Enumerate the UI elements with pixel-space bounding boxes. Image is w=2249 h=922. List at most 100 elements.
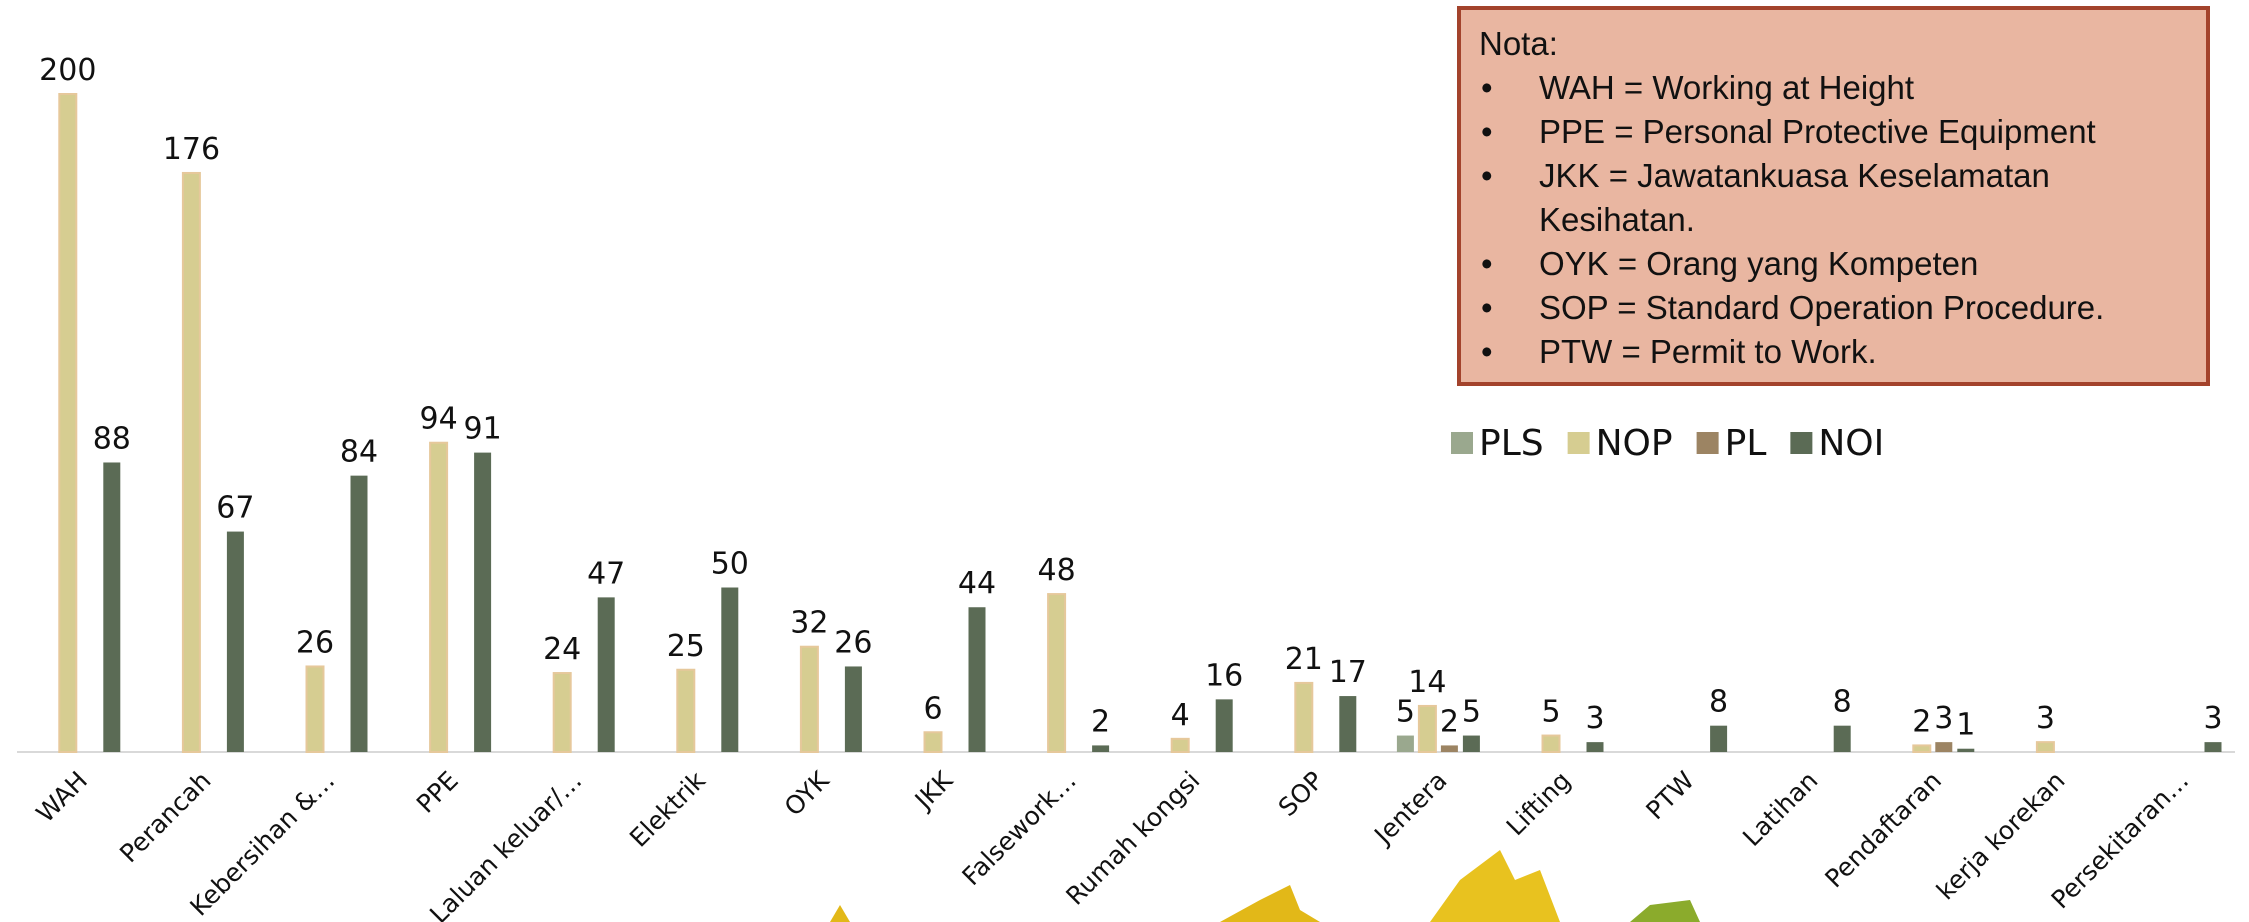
- value-label: 21: [1285, 642, 1323, 677]
- value-label: 16: [1205, 658, 1243, 693]
- value-label: 8: [1833, 685, 1852, 720]
- value-label: 6: [923, 691, 942, 726]
- legend-label: PLS: [1479, 423, 1544, 464]
- x-tick-label: JKK: [908, 765, 959, 816]
- note-item: SOP = Standard Operation Procedure.: [1479, 286, 2189, 330]
- note-item: WAH = Working at Height: [1479, 66, 2189, 110]
- legend-swatch: [1696, 432, 1719, 454]
- x-tick-label: kerja korekan: [1931, 766, 2071, 906]
- x-tick-label: OYK: [779, 765, 835, 821]
- x-tick-label: Pendaftaran: [1819, 766, 1947, 894]
- value-label: 26: [296, 625, 334, 660]
- bar: [1912, 744, 1932, 753]
- leaf: [1430, 850, 1560, 922]
- bar: [103, 462, 121, 752]
- x-tick-label: Elektrik: [624, 765, 711, 852]
- leaf: [1220, 885, 1320, 922]
- bar: [676, 668, 696, 753]
- note-item: OYK = Orang yang Kompeten: [1479, 242, 2189, 286]
- x-tick-label: Falsework…: [956, 766, 1081, 891]
- value-label: 8: [1709, 685, 1728, 720]
- value-label: 24: [543, 632, 581, 667]
- bar: [305, 665, 325, 754]
- value-label: 32: [790, 606, 828, 641]
- value-label: 88: [93, 421, 131, 456]
- value-label: 25: [667, 629, 705, 664]
- value-label: 5: [1396, 695, 1415, 730]
- value-label: 91: [464, 412, 502, 447]
- legend-label: NOI: [1818, 423, 1884, 464]
- bar: [2035, 741, 2055, 754]
- bar: [1092, 745, 1110, 752]
- legend-swatch: [1567, 432, 1590, 454]
- bar: [1957, 748, 1975, 752]
- value-label: 3: [2203, 701, 2222, 736]
- bar: [1215, 699, 1233, 752]
- x-tick-label: Lifting: [1501, 766, 1576, 841]
- bar: [350, 475, 368, 752]
- bar: [721, 587, 739, 752]
- value-label: 3: [1934, 701, 1953, 736]
- bar: [844, 666, 862, 752]
- value-label: 2: [1440, 704, 1459, 739]
- bar: [1417, 704, 1437, 754]
- bar: [1047, 593, 1067, 754]
- bar: [799, 645, 819, 753]
- legend-label: PL: [1725, 423, 1767, 464]
- value-label: 26: [834, 625, 872, 660]
- value-label: 14: [1408, 665, 1446, 700]
- note-title: Nota:: [1479, 25, 1558, 62]
- value-label: 3: [1585, 701, 1604, 736]
- value-label: 48: [1038, 553, 1076, 588]
- bar: [1294, 681, 1314, 753]
- bar: [58, 93, 78, 753]
- bar: [1339, 696, 1357, 752]
- leaf: [1630, 900, 1700, 922]
- bar: [1935, 742, 1953, 752]
- bar: [552, 672, 572, 753]
- x-tick-label: PPE: [411, 766, 464, 819]
- value-label: 50: [711, 547, 749, 582]
- value-label: 5: [1541, 695, 1560, 730]
- bar: [1586, 742, 1604, 752]
- bar: [597, 597, 615, 752]
- bar: [1396, 735, 1414, 752]
- value-label: 44: [958, 566, 996, 601]
- bar: [1462, 735, 1480, 752]
- note-box: Nota: WAH = Working at HeightPPE = Perso…: [1457, 6, 2210, 386]
- bar: [226, 531, 244, 752]
- value-label: 3: [2036, 701, 2055, 736]
- value-label: 1: [1956, 708, 1975, 743]
- decoration: [830, 850, 1700, 922]
- x-tick-label: Latihan: [1737, 766, 1823, 852]
- value-label: 4: [1171, 698, 1190, 733]
- x-tick-label: Rumah kongsi: [1060, 766, 1205, 911]
- value-label: 67: [216, 491, 254, 526]
- x-tick-label: WAH: [31, 766, 93, 828]
- bar: [429, 441, 449, 753]
- value-label: 47: [587, 556, 625, 591]
- note-item: PTW = Permit to Work.: [1479, 330, 2189, 374]
- bar: [968, 607, 986, 752]
- bar: [2204, 742, 2222, 752]
- value-label: 17: [1329, 655, 1367, 690]
- bar: [1833, 725, 1851, 752]
- bar: [1541, 734, 1561, 753]
- value-label: 176: [163, 132, 220, 167]
- x-tick-label: Jentera: [1368, 766, 1453, 851]
- leaf: [830, 905, 850, 922]
- note-item: JKK = Jawatankuasa Keselamatan Kesihatan…: [1479, 154, 2189, 242]
- value-label: 84: [340, 435, 378, 470]
- x-tick-label: SOP: [1273, 766, 1329, 822]
- legend-label: NOP: [1596, 423, 1673, 464]
- value-label: 2: [1912, 704, 1931, 739]
- legend-swatch: [1451, 432, 1473, 454]
- bar: [1170, 737, 1190, 754]
- bar: [181, 171, 201, 753]
- note-item: PPE = Personal Protective Equipment: [1479, 110, 2189, 154]
- legend-swatch: [1790, 432, 1813, 454]
- note-list: WAH = Working at HeightPPE = Personal Pr…: [1479, 66, 2206, 374]
- value-label: 5: [1462, 695, 1481, 730]
- bar: [1710, 725, 1728, 752]
